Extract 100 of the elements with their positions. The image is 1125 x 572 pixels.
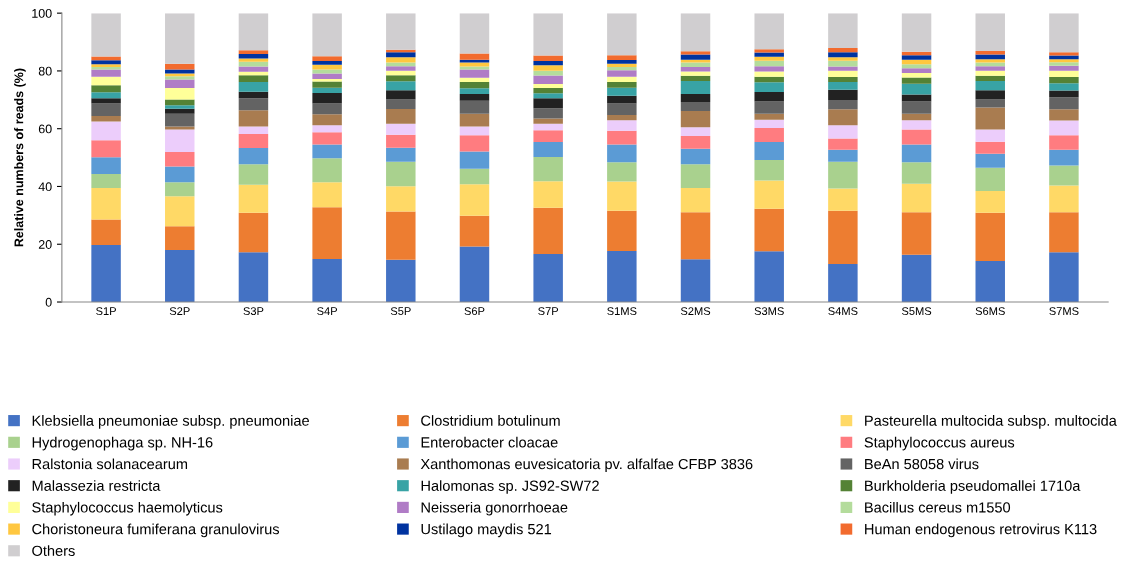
legend-label: Klebsiella pneumoniae subsp. pneumoniae: [32, 415, 309, 429]
bar: [828, 125, 858, 139]
bar: [680, 66, 711, 72]
bar: [91, 98, 121, 104]
y-tick-label: 0: [45, 297, 52, 307]
bar: [680, 62, 711, 67]
bar: [680, 54, 711, 60]
bar: [312, 158, 342, 183]
bar: [680, 111, 711, 128]
bar: [975, 191, 1005, 213]
bar: [901, 212, 932, 255]
x-tick-label: S7P: [538, 307, 559, 316]
bar: [386, 81, 416, 91]
bar: [1049, 135, 1079, 150]
bar: [975, 70, 1005, 76]
bar: [754, 141, 784, 160]
bar: [533, 181, 563, 208]
bar: [975, 90, 1005, 100]
bar: [386, 259, 416, 303]
x-tick-label: S6P: [464, 307, 485, 316]
bar: [680, 164, 711, 188]
bar: [901, 129, 932, 145]
bar: [459, 135, 490, 152]
bar: [754, 180, 784, 209]
bar: [975, 99, 1005, 108]
legend-label: Hydrogenophaga sp. NH-16: [32, 436, 213, 451]
bar: [238, 53, 269, 59]
x-tick-label: S4MS: [828, 307, 858, 316]
x-tick-label: S2P: [169, 307, 190, 316]
bar: [828, 52, 858, 58]
bar: [680, 212, 711, 260]
bar: [901, 144, 932, 163]
bar: [312, 144, 342, 159]
bar: [91, 115, 121, 122]
bar: [975, 167, 1005, 192]
bar: [828, 161, 858, 189]
bar: [607, 63, 637, 67]
bar: [165, 13, 195, 64]
legend-label: Choristoneura fumiferana granulovirus: [32, 523, 280, 538]
bar: [975, 59, 1005, 63]
bar: [901, 120, 932, 130]
legend-label: Staphylococcus aureus: [864, 436, 1015, 451]
bar: [459, 168, 490, 185]
bar: [312, 87, 342, 93]
bar: [607, 120, 637, 131]
bar: [312, 79, 342, 82]
bar: [91, 140, 121, 158]
bar: [238, 110, 269, 127]
bar: [312, 81, 342, 88]
bar: [975, 153, 1005, 168]
bar: [312, 92, 342, 104]
bar: [165, 79, 195, 88]
bar: [386, 52, 416, 58]
bar: [238, 13, 269, 51]
bar: [754, 49, 784, 53]
bar: [754, 76, 784, 83]
bar: [459, 13, 490, 54]
bar: [1049, 185, 1079, 213]
bar: [901, 101, 932, 114]
bar: [901, 72, 932, 78]
bar: [607, 87, 637, 96]
bar: [1049, 97, 1079, 110]
bar: [975, 54, 1005, 60]
bar: [312, 258, 342, 303]
bar: [754, 56, 784, 61]
bar: [459, 94, 490, 101]
bar: [459, 88, 490, 95]
bar: [91, 56, 121, 61]
x-tick-label: S1MS: [607, 307, 637, 316]
x-tick-label: S5MS: [901, 307, 932, 316]
bar: [312, 125, 342, 133]
bar: [754, 66, 784, 72]
bar: [828, 60, 858, 67]
bar: [901, 68, 932, 73]
bar: [975, 141, 1005, 154]
bar: [165, 166, 195, 183]
bar: [754, 113, 784, 120]
bar: [386, 90, 416, 100]
bar: [975, 81, 1005, 91]
bar: [828, 109, 858, 126]
bar: [754, 52, 784, 57]
bar: [680, 187, 711, 213]
bar: [607, 13, 637, 56]
bar: [828, 210, 858, 264]
bar: [1049, 52, 1079, 56]
bar: [754, 159, 784, 181]
bar: [165, 105, 195, 109]
bar: [754, 60, 784, 67]
bar: [901, 183, 932, 213]
bar: [91, 174, 121, 188]
bar: [459, 151, 490, 169]
bar: [386, 99, 416, 110]
bar: [533, 123, 563, 131]
bar: [754, 92, 784, 102]
bar: [754, 101, 784, 114]
x-tick-label: S7MS: [1049, 307, 1079, 316]
bar: [754, 71, 784, 77]
bar: [901, 13, 932, 52]
bar: [1049, 13, 1079, 53]
y-tick-label: 80: [38, 66, 52, 76]
